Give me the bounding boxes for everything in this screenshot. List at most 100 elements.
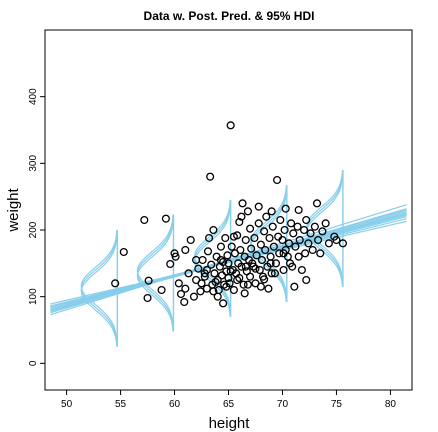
pred-density-1-0 <box>136 214 174 332</box>
x-tick-label-0: 50 <box>61 399 73 410</box>
data-point-151 <box>200 269 209 278</box>
data-point-78 <box>266 252 275 261</box>
data-point-51 <box>235 217 244 227</box>
y-tick-label-1: 100 <box>28 288 39 305</box>
data-point-83 <box>273 175 282 185</box>
data-point-93 <box>287 219 296 228</box>
data-point-88 <box>279 265 288 275</box>
data-point-110 <box>314 235 323 245</box>
data-point-117 <box>338 239 347 248</box>
data-point-138 <box>233 275 242 285</box>
pred-density-1-2 <box>136 214 174 332</box>
pred-density-0-1 <box>80 229 118 347</box>
pred-density-1-1 <box>136 214 174 332</box>
y-axis-label: weight <box>5 187 22 232</box>
plot-frame <box>44 29 413 391</box>
data-point-26 <box>209 225 218 235</box>
data-point-35 <box>220 280 229 289</box>
x-tick-label-6: 80 <box>385 399 397 410</box>
data-point-120 <box>219 299 228 308</box>
data-point-103 <box>301 249 310 258</box>
data-point-136 <box>211 277 220 287</box>
data-point-7 <box>166 259 175 269</box>
data-point-15 <box>189 292 199 301</box>
data-point-118 <box>197 279 206 288</box>
data-point-69 <box>255 265 264 275</box>
x-tick-label-2: 60 <box>169 399 181 410</box>
x-tick-label-1: 55 <box>115 399 127 410</box>
data-point-5 <box>157 285 166 295</box>
data-point-4 <box>143 293 152 303</box>
data-point-89 <box>280 225 289 235</box>
data-point-116 <box>332 235 341 245</box>
data-point-13 <box>184 269 193 278</box>
data-point-98 <box>293 222 302 231</box>
data-point-106 <box>306 229 315 238</box>
data-point-109 <box>312 199 322 208</box>
data-point-112 <box>318 227 327 236</box>
data-point-32 <box>216 242 225 251</box>
data-point-22 <box>203 247 213 256</box>
data-point-128 <box>267 207 276 216</box>
data-point-104 <box>302 215 311 225</box>
data-point-74 <box>261 245 270 255</box>
data-point-40 <box>224 259 233 268</box>
y-tick-label-2: 200 <box>28 221 39 238</box>
pred-density-3-2 <box>250 185 288 303</box>
data-point-105 <box>304 239 313 248</box>
data-point-71 <box>257 255 267 265</box>
data-point-87 <box>278 235 287 245</box>
data-point-134 <box>294 205 303 215</box>
data-point-0 <box>111 279 120 288</box>
data-point-14 <box>186 235 195 245</box>
data-point-139 <box>243 280 252 289</box>
data-point-122 <box>256 282 265 291</box>
data-point-23 <box>206 172 215 181</box>
credible-line-8 <box>50 212 407 312</box>
data-point-131 <box>181 245 190 255</box>
data-point-52 <box>236 245 245 255</box>
data-point-57 <box>241 235 250 245</box>
data-point-77 <box>265 233 274 243</box>
data-point-54 <box>238 199 247 208</box>
data-points-group <box>111 121 347 308</box>
data-point-145 <box>216 255 225 265</box>
data-point-9 <box>174 279 183 288</box>
data-point-38 <box>223 251 232 260</box>
data-point-1 <box>119 247 128 257</box>
data-point-12 <box>181 284 190 293</box>
y-tick-label-0: 0 <box>28 360 39 366</box>
data-point-67 <box>252 251 261 260</box>
data-point-75 <box>262 212 271 221</box>
data-point-42 <box>226 121 235 130</box>
data-point-126 <box>229 232 238 241</box>
data-point-99 <box>294 252 303 261</box>
credible-lines-group <box>50 204 407 316</box>
data-point-63 <box>247 244 256 253</box>
data-point-21 <box>202 284 211 293</box>
data-point-133 <box>254 202 263 211</box>
data-point-124 <box>302 275 311 285</box>
data-point-8 <box>171 252 180 261</box>
axes-group: 50 55 60 65 70 75 80 0 100 200 300 400 <box>28 88 396 410</box>
data-point-45 <box>229 285 238 295</box>
y-tick-label-4: 400 <box>28 88 39 105</box>
credible-line-6 <box>50 220 407 305</box>
chart-title: Data w. Post. Pred. & 95% HDI <box>144 9 315 23</box>
data-point-34 <box>219 257 228 267</box>
data-point-2 <box>140 215 149 225</box>
data-point-140 <box>260 275 269 284</box>
data-point-85 <box>275 249 284 258</box>
credible-line-9 <box>50 214 407 308</box>
data-point-143 <box>205 233 214 243</box>
x-tick-label-5: 75 <box>331 399 343 410</box>
data-point-107 <box>308 245 317 255</box>
x-tick-label-3: 65 <box>223 399 235 410</box>
data-point-100 <box>295 235 304 245</box>
data-point-148 <box>279 249 288 258</box>
data-point-82 <box>271 259 281 268</box>
data-point-24 <box>207 260 216 269</box>
data-point-121 <box>240 289 249 298</box>
data-point-65 <box>250 233 259 243</box>
